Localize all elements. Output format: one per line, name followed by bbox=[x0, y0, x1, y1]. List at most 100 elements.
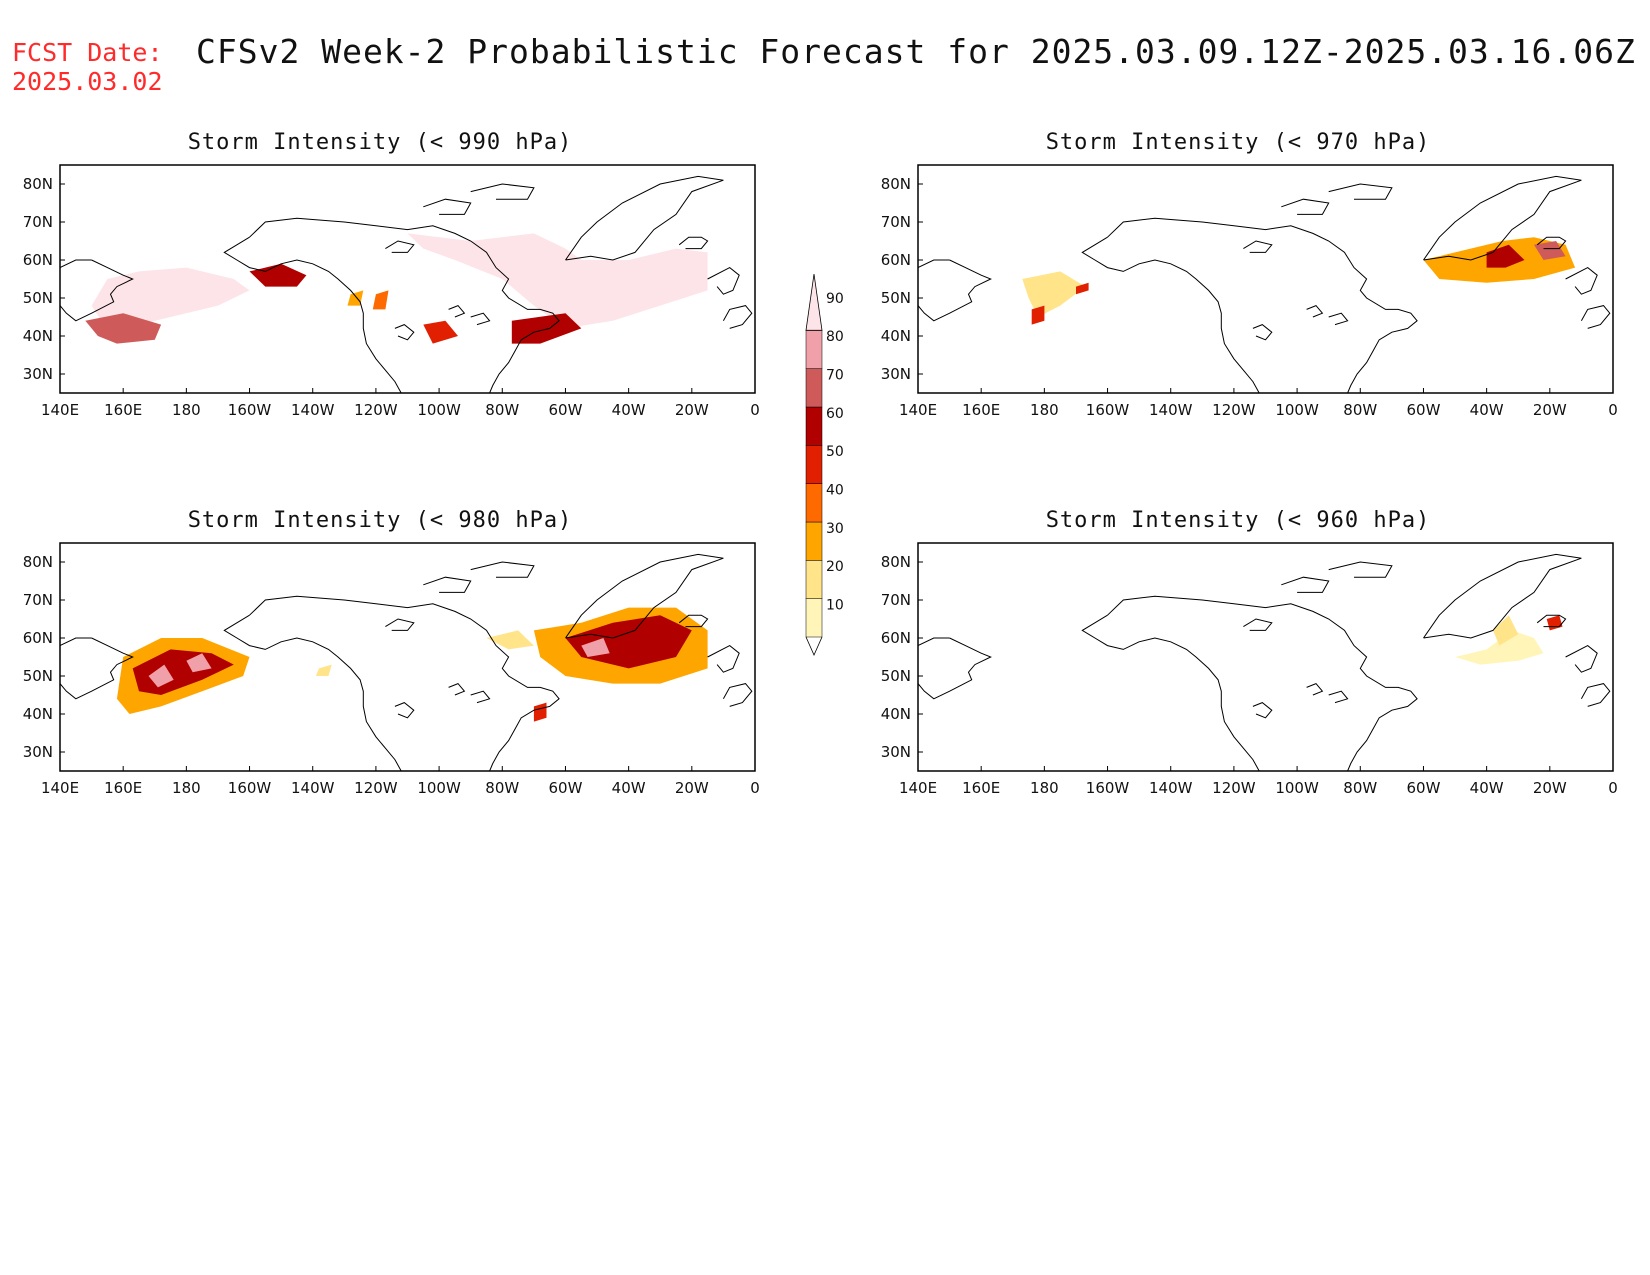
coastline bbox=[918, 637, 992, 700]
coastline bbox=[249, 595, 560, 771]
lon-tick-label: 160W bbox=[1086, 401, 1130, 419]
lon-tick-label: 160W bbox=[1086, 779, 1130, 797]
coastline bbox=[565, 175, 724, 261]
forecast-date-block: FCST Date: 2025.03.02 bbox=[12, 38, 163, 96]
coastline bbox=[448, 305, 466, 318]
coastline bbox=[1306, 305, 1324, 318]
colorbar-label: 50 bbox=[826, 444, 844, 460]
coastline bbox=[1243, 240, 1273, 253]
colorbar-label: 20 bbox=[826, 559, 844, 575]
lon-tick-label: 20W bbox=[1533, 401, 1567, 419]
lat-tick-label: 70N bbox=[881, 591, 911, 609]
lon-tick-label: 160E bbox=[104, 779, 142, 797]
lon-tick-label: 160W bbox=[228, 779, 272, 797]
coastline bbox=[423, 198, 472, 215]
coastline bbox=[1328, 312, 1349, 326]
panel-970hpa: Storm Intensity (< 970 hPa) 80N 70N 60N 50N… bbox=[858, 130, 1618, 430]
lat-tick-label: 40N bbox=[23, 327, 53, 345]
coastline bbox=[707, 645, 740, 673]
lon-tick-label: 0 bbox=[1608, 401, 1618, 419]
coastline bbox=[223, 614, 402, 771]
lat-tick-label: 60N bbox=[23, 251, 53, 269]
coastline bbox=[1252, 702, 1273, 719]
lat-tick-label: 60N bbox=[881, 629, 911, 647]
coastline bbox=[1306, 683, 1324, 696]
coastline bbox=[1328, 561, 1393, 578]
coastline bbox=[60, 259, 92, 269]
colorbar-label: 80 bbox=[826, 329, 844, 345]
lon-tick-label: 180 bbox=[172, 401, 201, 419]
lon-tick-label: 80W bbox=[1343, 779, 1377, 797]
coastline bbox=[1565, 267, 1598, 295]
panel-title: Storm Intensity (< 990 hPa) bbox=[187, 130, 573, 155]
lon-tick-label: 40W bbox=[612, 401, 646, 419]
coastline bbox=[448, 683, 466, 696]
coastline bbox=[678, 236, 709, 250]
coastline bbox=[423, 576, 472, 593]
coastline bbox=[470, 183, 535, 200]
panel-980hpa: Storm Intensity (< 980 hPa) 80N 70N 60N 50N… bbox=[0, 508, 760, 808]
probability-region bbox=[1486, 244, 1525, 268]
colorbar-label: 60 bbox=[826, 406, 844, 422]
lat-tick-label: 80N bbox=[881, 553, 911, 571]
colorbar-label: 90 bbox=[826, 291, 844, 307]
lat-tick-label: 30N bbox=[23, 365, 53, 383]
coastline bbox=[722, 305, 753, 329]
colorbar-swatch bbox=[805, 598, 823, 638]
lon-tick-label: 60W bbox=[548, 401, 582, 419]
colorbar-swatch bbox=[805, 406, 823, 446]
lat-tick-label: 70N bbox=[23, 213, 53, 231]
lon-tick-label: 140W bbox=[1149, 401, 1193, 419]
coastline bbox=[707, 267, 740, 295]
lon-tick-label: 40W bbox=[612, 779, 646, 797]
lon-tick-label: 60W bbox=[1406, 779, 1440, 797]
lon-tick-label: 100W bbox=[417, 779, 461, 797]
lon-tick-label: 160E bbox=[962, 401, 1000, 419]
coastline bbox=[385, 618, 415, 631]
lon-tick-label: 120W bbox=[1212, 401, 1256, 419]
lat-tick-label: 40N bbox=[23, 705, 53, 723]
lon-tick-label: 20W bbox=[675, 401, 709, 419]
lat-tick-label: 60N bbox=[23, 629, 53, 647]
coastline bbox=[60, 259, 134, 322]
lat-tick-label: 80N bbox=[881, 175, 911, 193]
lon-tick-label: 180 bbox=[1030, 779, 1059, 797]
probability-region bbox=[186, 653, 212, 673]
coastline bbox=[1580, 683, 1611, 707]
colorbar-label: 40 bbox=[826, 482, 844, 498]
lon-tick-label: 140E bbox=[41, 401, 79, 419]
probability-region bbox=[315, 664, 332, 676]
lon-tick-label: 120W bbox=[1212, 779, 1256, 797]
colorbar-swatch bbox=[805, 368, 823, 408]
probability-region bbox=[1546, 615, 1563, 631]
lon-tick-label: 0 bbox=[750, 779, 760, 797]
panel-title: Storm Intensity (< 980 hPa) bbox=[187, 508, 573, 533]
lat-tick-label: 50N bbox=[23, 667, 53, 685]
colorbar-swatch bbox=[805, 273, 823, 331]
colorbar-label: 70 bbox=[826, 367, 844, 383]
coastline bbox=[385, 240, 415, 253]
lon-tick-label: 160E bbox=[962, 779, 1000, 797]
lon-tick-label: 100W bbox=[1275, 401, 1319, 419]
lon-tick-label: 40W bbox=[1470, 779, 1504, 797]
coastline bbox=[1281, 198, 1330, 215]
lon-tick-label: 60W bbox=[1406, 401, 1440, 419]
coastline bbox=[1536, 614, 1567, 628]
colorbar-label: 30 bbox=[826, 521, 844, 537]
main-title: CFSv2 Week-2 Probabilistic Forecast for … bbox=[196, 32, 1636, 71]
lon-tick-label: 80W bbox=[485, 779, 519, 797]
colorbar-tail bbox=[805, 636, 823, 656]
probability-region bbox=[91, 267, 250, 329]
lon-tick-label: 140W bbox=[291, 779, 335, 797]
lat-tick-label: 60N bbox=[881, 251, 911, 269]
probability-region bbox=[1076, 282, 1089, 295]
probability-region bbox=[372, 290, 389, 310]
lon-tick-label: 60W bbox=[548, 779, 582, 797]
colorbar: 10 20 30 40 50 60 70 80 90 bbox=[805, 273, 844, 656]
lon-tick-label: 140E bbox=[899, 401, 937, 419]
lon-tick-label: 140E bbox=[899, 779, 937, 797]
coastline bbox=[470, 690, 491, 704]
lat-tick-label: 40N bbox=[881, 705, 911, 723]
coastline bbox=[1252, 324, 1273, 341]
coastline bbox=[565, 553, 724, 639]
